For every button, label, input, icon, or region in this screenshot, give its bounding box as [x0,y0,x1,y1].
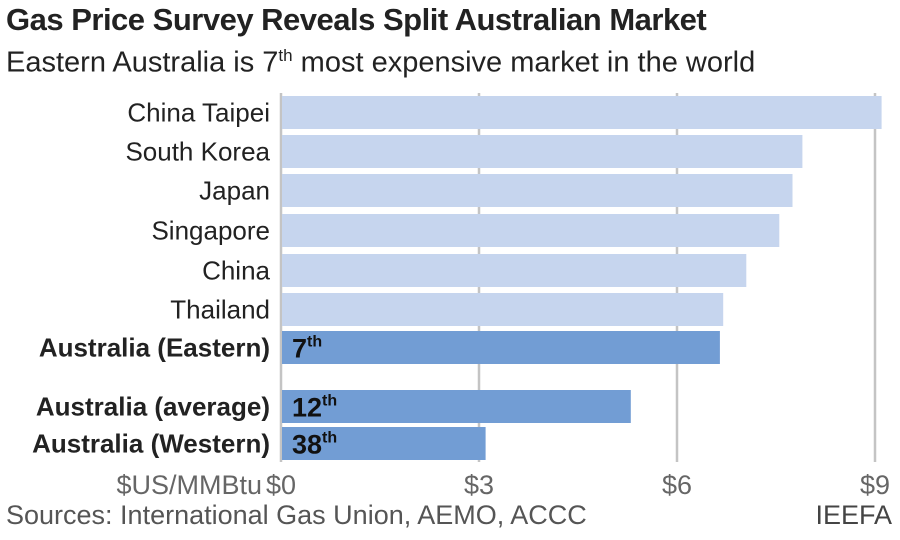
category-label: South Korea [125,137,270,167]
rank-label: 38th [292,430,337,460]
category-label: Singapore [151,216,270,246]
category-label: Australia (Eastern) [39,333,270,363]
x-axis-label: $US/MMBtu [116,470,262,500]
bar [281,390,631,423]
category-label: China Taipei [127,98,270,128]
category-label: Australia (Western) [32,429,270,459]
chart-title: Gas Price Survey Reveals Split Australia… [6,2,707,37]
bar [281,174,793,207]
bar [281,293,724,326]
category-label: Australia (average) [36,392,270,422]
category-label: China [202,256,270,286]
subtitle-text: Eastern Australia is 7 [6,46,279,79]
bar [281,135,803,168]
bar [281,427,486,460]
chart-subtitle: Eastern Australia is 7th most expensive … [6,46,755,80]
brand-label: IEEFA [815,500,892,530]
category-label: Thailand [170,295,270,325]
bar [281,331,720,364]
bar [281,96,882,129]
rank-label: 7th [292,334,322,364]
x-tick-label: $9 [860,470,890,500]
x-tick-label: $6 [662,470,692,500]
subtitle-rest: most expensive market in the world [292,46,756,79]
bar [281,254,747,287]
x-tick-label: $3 [464,470,494,500]
subtitle-sup: th [278,46,293,65]
category-label: Japan [199,176,270,206]
bar [281,214,780,247]
x-tick-label: $0 [266,470,296,500]
rank-label: 12th [292,393,337,423]
sources-note: Sources: International Gas Union, AEMO, … [6,500,587,530]
